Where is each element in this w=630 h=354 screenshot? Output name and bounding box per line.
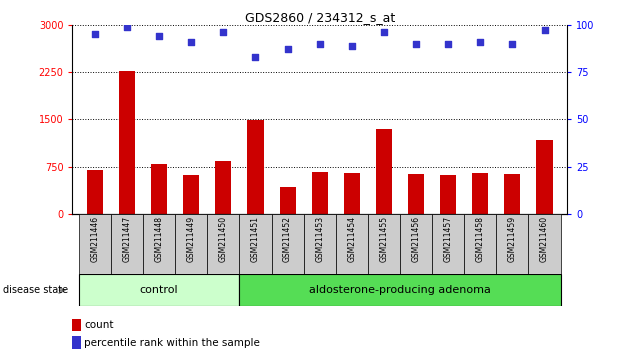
Bar <box>143 214 175 274</box>
Point <box>219 29 229 35</box>
Text: percentile rank within the sample: percentile rank within the sample <box>84 338 260 348</box>
Point <box>475 39 485 45</box>
Bar <box>215 161 231 214</box>
Text: GSM211458: GSM211458 <box>476 216 485 262</box>
Text: GSM211452: GSM211452 <box>283 216 292 262</box>
Point <box>283 47 293 52</box>
Bar <box>344 172 360 214</box>
Bar <box>304 214 336 274</box>
Point <box>315 41 325 46</box>
Bar <box>87 170 103 214</box>
Bar <box>280 187 295 214</box>
Point <box>379 29 389 35</box>
Bar <box>239 274 561 306</box>
Text: GSM211450: GSM211450 <box>219 216 228 262</box>
Text: GSM211446: GSM211446 <box>91 216 100 262</box>
Bar <box>79 274 239 306</box>
Text: GSM211456: GSM211456 <box>411 216 421 262</box>
Bar <box>151 164 167 214</box>
Text: GSM211455: GSM211455 <box>379 216 389 262</box>
Text: control: control <box>140 285 178 295</box>
Text: aldosterone-producing adenoma: aldosterone-producing adenoma <box>309 285 491 295</box>
Bar <box>529 214 561 274</box>
Point <box>122 24 132 29</box>
Bar <box>272 214 304 274</box>
Text: GSM211451: GSM211451 <box>251 216 260 262</box>
Bar <box>183 175 199 214</box>
Bar <box>440 175 456 214</box>
Bar <box>376 129 392 214</box>
Text: GSM211453: GSM211453 <box>315 216 324 262</box>
Bar <box>408 175 424 214</box>
Point <box>443 41 453 46</box>
Bar <box>496 214 529 274</box>
Text: GSM211454: GSM211454 <box>347 216 357 262</box>
Bar <box>336 214 368 274</box>
Bar <box>464 214 496 274</box>
Point <box>346 43 357 48</box>
Text: GSM211460: GSM211460 <box>540 216 549 262</box>
Bar <box>537 140 553 214</box>
Bar <box>368 214 400 274</box>
Text: GSM211447: GSM211447 <box>123 216 132 262</box>
Text: GSM211449: GSM211449 <box>186 216 196 262</box>
Point <box>154 33 164 39</box>
Point <box>186 39 197 45</box>
Bar <box>312 172 328 214</box>
Bar <box>400 214 432 274</box>
Bar <box>175 214 207 274</box>
Point <box>411 41 421 46</box>
Text: GSM211457: GSM211457 <box>444 216 453 262</box>
Bar <box>207 214 239 274</box>
Text: GSM211459: GSM211459 <box>508 216 517 262</box>
Point <box>507 41 517 46</box>
Bar <box>119 71 135 214</box>
Bar <box>432 214 464 274</box>
Bar <box>505 175 520 214</box>
Text: GSM211448: GSM211448 <box>154 216 164 262</box>
Title: GDS2860 / 234312_s_at: GDS2860 / 234312_s_at <box>244 11 395 24</box>
Text: count: count <box>84 320 114 330</box>
Bar <box>72 319 81 331</box>
Bar <box>111 214 143 274</box>
Point <box>539 28 549 33</box>
Bar <box>72 336 81 349</box>
Bar <box>248 120 263 214</box>
Bar <box>239 214 272 274</box>
Point <box>90 32 100 37</box>
Bar <box>79 214 111 274</box>
Point <box>251 54 261 60</box>
Text: disease state: disease state <box>3 285 68 295</box>
Bar <box>472 172 488 214</box>
